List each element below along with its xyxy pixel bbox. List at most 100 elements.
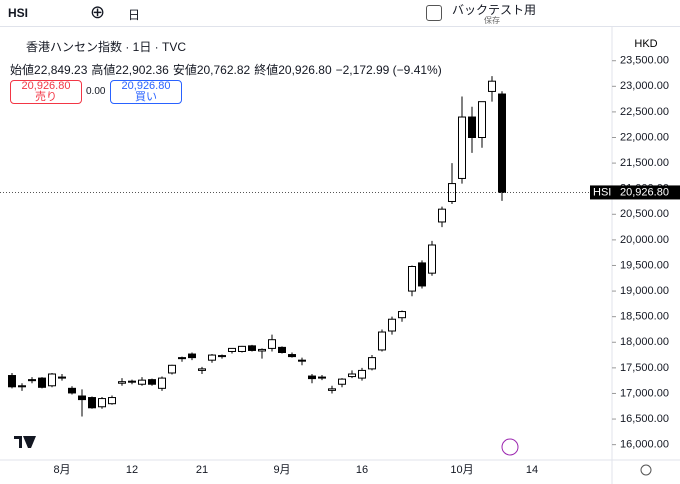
candle-body — [238, 345, 246, 352]
x-tick-label: 14 — [526, 464, 538, 476]
candle-body — [198, 368, 206, 371]
candle-body — [418, 262, 426, 287]
x-tick-label: 9月 — [273, 464, 290, 476]
sell-price: 20,926.80 — [21, 80, 71, 92]
save[interactable]: 保存 — [484, 16, 500, 25]
candle-body — [468, 116, 476, 139]
currency[interactable]: HKD — [634, 38, 657, 50]
candle-body — [258, 348, 266, 352]
candle-body — [48, 373, 56, 387]
buy-label: 買い — [135, 91, 157, 103]
candle-body — [58, 376, 66, 379]
candle-body — [478, 101, 486, 138]
y-tick-label: 17,500.00 — [620, 362, 669, 374]
ohlc-value: 22,849.23 — [34, 63, 88, 77]
candle-body — [128, 380, 136, 383]
flash-icon[interactable] — [501, 438, 519, 456]
candle-body — [288, 354, 296, 358]
candle-body — [228, 347, 236, 352]
candle-body — [428, 244, 436, 274]
y-tick-label: 22,000.00 — [620, 131, 669, 143]
candle-body — [348, 373, 356, 378]
y-tick-label: 21,500.00 — [620, 157, 669, 169]
toolbar: HSI ⊕ 日 バックテスト用 保存 — [0, 0, 680, 27]
y-tick-label: 22,500.00 — [620, 106, 669, 118]
last-price-label: 20,926.80 — [620, 186, 669, 198]
y-tick-label: 23,000.00 — [620, 80, 669, 92]
candle-body — [218, 355, 226, 358]
ohlc-label: 始値 — [10, 63, 35, 77]
candle-body — [68, 387, 76, 394]
candle-body — [338, 378, 346, 385]
candle-body — [498, 93, 506, 193]
candle-body — [208, 354, 216, 361]
candle-body — [378, 331, 386, 351]
candle-body — [308, 375, 316, 380]
interval[interactable]: 日 — [128, 8, 141, 22]
y-tick-label: 18,500.00 — [620, 311, 669, 323]
y-tick-label: 20,000.00 — [620, 234, 669, 246]
candle-body — [168, 364, 176, 374]
candle-body — [408, 266, 416, 292]
x-tick-label: 10月 — [450, 464, 473, 476]
candle-body — [8, 375, 16, 388]
ohlc-value: 20,926.80 — [278, 63, 332, 77]
candle-body — [278, 346, 286, 353]
candle-body — [38, 377, 46, 388]
spread: 0.00 — [86, 86, 106, 97]
price-tag — [590, 185, 680, 200]
candle-body — [298, 359, 306, 362]
sell-button[interactable]: 20,926.80 売り — [10, 80, 82, 104]
backtest[interactable]: バックテスト用 — [452, 3, 537, 17]
series-tag: HSI — [593, 186, 611, 198]
buy-button[interactable]: 20,926.80 買い — [110, 80, 182, 104]
x-tick-label: 12 — [126, 464, 138, 476]
ohlc-label: 終値 — [254, 63, 279, 77]
legend: 香港ハンセン指数 · 1日 · TVC 始値22,849.23 高値22,902.… — [10, 38, 442, 78]
candle-body — [328, 388, 336, 391]
candle-body — [388, 318, 396, 332]
settings-icon[interactable] — [640, 464, 652, 476]
checkbox[interactable] — [426, 5, 442, 21]
y-tick-label: 18,000.00 — [620, 336, 669, 348]
candle-body — [358, 369, 366, 379]
candle-body — [318, 376, 326, 379]
candle-body — [158, 377, 166, 389]
candle-body — [368, 357, 376, 370]
y-tick-label: 23,500.00 — [620, 55, 669, 67]
candle-body — [18, 385, 26, 388]
ohlc: 始値22,849.23 高値22,902.36 安値20,762.82 終値20,92… — [10, 61, 442, 78]
candle-body — [108, 397, 116, 405]
ohlc-value: 22,902.36 — [115, 63, 169, 77]
y-tick-label: 16,500.00 — [620, 413, 669, 425]
x-tick-label: 16 — [356, 464, 368, 476]
logo — [14, 436, 36, 448]
candle-body — [268, 339, 276, 349]
x-tick-label: 8月 — [53, 464, 70, 476]
x-tick-label: 21 — [196, 464, 208, 476]
candle-body — [178, 357, 186, 360]
candle-body — [248, 345, 256, 351]
symbol[interactable]: HSI — [8, 6, 29, 20]
candle-body — [448, 183, 456, 202]
y-tick-label: 16,000.00 — [620, 439, 669, 451]
add-icon[interactable]: ⊕ — [90, 2, 106, 22]
candle-body — [98, 398, 106, 408]
candle-body — [488, 80, 496, 92]
y-tick-label: 19,000.00 — [620, 285, 669, 297]
candle-body — [438, 208, 446, 223]
candle-body — [78, 395, 86, 401]
candle-body — [458, 116, 466, 179]
candle-body — [88, 397, 96, 409]
y-tick-label: 17,000.00 — [620, 387, 669, 399]
y-tick-label: 19,500.00 — [620, 259, 669, 271]
candle-body — [138, 379, 146, 385]
ohlc-value: 20,762.82 — [196, 63, 251, 77]
candle-body — [28, 379, 36, 382]
legend-title: 香港ハンセン指数 · 1日 · TVC — [26, 40, 187, 54]
change: −2,172.99 (−9.41%) — [335, 63, 442, 77]
candle-body — [148, 379, 156, 385]
ohlc-label: 安値 — [172, 63, 197, 77]
